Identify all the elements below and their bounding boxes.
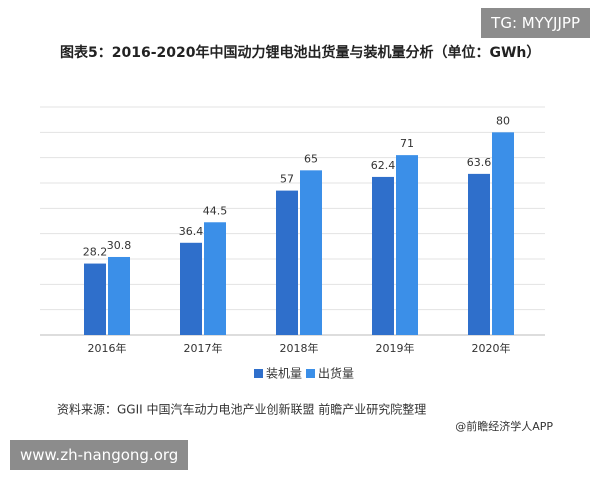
bar	[276, 190, 298, 335]
value-label: 63.6	[467, 156, 492, 169]
x-tick-label: 2018年	[280, 341, 319, 355]
bar	[180, 242, 202, 335]
value-label: 44.5	[203, 204, 228, 217]
bar	[372, 176, 394, 335]
value-label: 65	[304, 152, 318, 165]
watermark: www.zh-nangong.org	[10, 440, 189, 470]
bar	[84, 263, 106, 335]
source-note: 资料来源：GGII 中国汽车动力电池产业创新联盟 前瞻产业研究院整理	[57, 402, 426, 417]
bar	[492, 132, 514, 335]
value-label: 30.8	[107, 239, 132, 252]
credit: @前瞻经济学人APP	[455, 419, 553, 433]
value-label: 57	[280, 173, 294, 186]
value-label: 36.4	[179, 225, 204, 238]
bar	[204, 222, 226, 335]
bar	[468, 173, 490, 335]
value-label: 71	[400, 137, 414, 150]
value-label: 28.2	[83, 246, 108, 259]
x-tick-label: 2019年	[376, 341, 415, 355]
bar	[300, 170, 322, 335]
bar	[396, 155, 418, 335]
legend-swatch	[306, 369, 315, 378]
watermark: TG: MYYJJPP	[481, 8, 590, 38]
x-tick-label: 2020年	[472, 341, 511, 355]
legend-label: 出货量	[318, 366, 354, 381]
x-tick-label: 2017年	[184, 341, 223, 355]
legend-label: 装机量	[266, 367, 302, 381]
legend-swatch	[254, 369, 263, 378]
value-label: 80	[496, 114, 510, 127]
bar	[108, 256, 130, 335]
value-label: 62.4	[371, 159, 396, 172]
chart-title: 图表5：2016-2020年中国动力锂电池出货量与装机量分析（单位：GWh）	[60, 45, 541, 61]
x-tick-label: 2016年	[88, 341, 127, 355]
